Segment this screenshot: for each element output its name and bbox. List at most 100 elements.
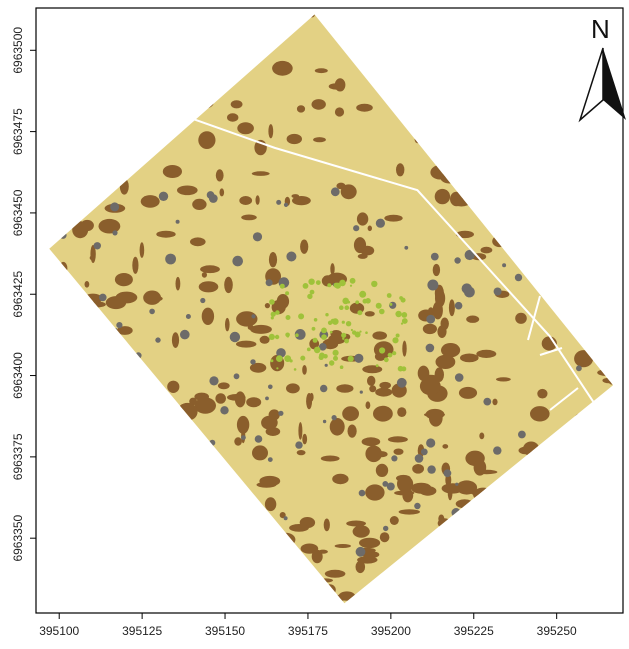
dark-patch: [441, 545, 457, 562]
dark-patch: [425, 20, 442, 31]
gray-patch: [73, 566, 82, 575]
dark-patch: [530, 406, 550, 422]
dark-patch: [87, 597, 100, 603]
gray-patch: [251, 314, 256, 319]
dark-patch: [334, 544, 351, 548]
dark-patch: [131, 515, 147, 528]
dark-patch: [353, 237, 367, 254]
dark-patch: [286, 383, 300, 394]
dark-patch: [548, 499, 561, 504]
vegetation-patch: [339, 305, 344, 311]
dark-patch: [403, 562, 420, 570]
vegetation-patch: [350, 328, 353, 332]
dark-patch: [298, 592, 315, 604]
gray-patch: [359, 390, 363, 394]
dark-patch: [334, 107, 345, 117]
gray-patch: [426, 314, 436, 324]
dark-patch: [298, 422, 303, 440]
vegetation-patch: [342, 297, 350, 305]
dark-patch: [300, 543, 319, 554]
gray-patch: [231, 550, 236, 555]
dark-patch: [149, 89, 166, 97]
dark-patch: [419, 486, 437, 496]
dark-patch: [362, 551, 380, 559]
y-tick-label: 6963450: [11, 189, 25, 236]
dark-patch: [313, 137, 326, 143]
path-branch: [527, 295, 541, 341]
dark-patch: [476, 349, 497, 358]
gray-patch: [483, 397, 492, 406]
dark-patch: [155, 14, 161, 28]
gray-patch: [185, 443, 193, 452]
dark-patch: [247, 325, 254, 330]
gray-patch: [79, 382, 85, 388]
gray-patch: [134, 504, 140, 509]
gray-patch: [595, 188, 605, 198]
gray-patch: [502, 263, 507, 268]
dark-patch: [374, 352, 386, 361]
dark-patch: [557, 479, 574, 492]
dark-patch: [357, 556, 378, 564]
dark-patch: [418, 19, 433, 32]
dark-patch: [497, 113, 511, 125]
gray-patch: [427, 465, 436, 474]
dark-patch: [407, 556, 412, 569]
dark-patch: [525, 101, 536, 111]
gray-patch: [158, 191, 169, 201]
gray-patch: [241, 435, 246, 440]
dark-patch: [430, 165, 449, 180]
gray-patch: [293, 575, 297, 578]
gray-patch: [426, 438, 436, 448]
dark-patch: [74, 468, 82, 484]
dark-patch: [535, 575, 544, 580]
gray-patch: [200, 297, 206, 304]
dark-patch: [146, 295, 163, 302]
gray-patch: [180, 329, 190, 340]
gray-patch: [209, 439, 216, 446]
dark-patch: [176, 496, 189, 511]
dark-patch: [192, 198, 207, 210]
dark-patch: [369, 385, 377, 393]
dark-patch: [162, 165, 182, 178]
dark-patch: [484, 503, 495, 516]
dark-patch: [175, 276, 181, 291]
dark-patch: [219, 573, 241, 584]
dark-patch: [259, 335, 270, 344]
gray-patch: [168, 584, 178, 593]
dark-patch: [365, 484, 385, 501]
dark-patch: [311, 549, 323, 564]
gray-patch: [280, 544, 286, 549]
y-axis: 6963350 6963375 6963400 6963425 6963450 69634…: [11, 27, 36, 562]
dark-patch: [49, 549, 54, 564]
gray-patch: [464, 249, 475, 261]
dark-patch: [236, 311, 258, 327]
gray-patch: [454, 301, 463, 310]
dark-patch: [236, 415, 250, 434]
dark-patch: [512, 37, 521, 42]
dark-patch: [268, 409, 280, 421]
vegetation-patch: [339, 365, 344, 370]
dark-patch: [193, 568, 208, 585]
dark-patch: [143, 514, 163, 530]
dark-patch: [99, 488, 115, 498]
dark-patch: [558, 108, 569, 126]
vegetation-patch: [285, 315, 291, 320]
dark-patch: [197, 586, 202, 592]
dark-patch: [397, 407, 407, 417]
vegetation-patch: [354, 331, 361, 338]
gray-patch: [420, 448, 428, 456]
dark-patch: [519, 218, 527, 227]
dark-patch: [91, 450, 99, 456]
dark-patch: [476, 573, 492, 589]
dark-patch: [479, 497, 499, 507]
dark-patch: [177, 185, 198, 196]
dark-patch: [402, 340, 407, 357]
dark-patch: [496, 377, 511, 382]
gray-patch: [383, 525, 389, 532]
gray-patch: [550, 282, 561, 293]
x-tick-label: 395175: [288, 624, 328, 638]
dark-patch: [448, 299, 455, 317]
dark-patch: [432, 263, 441, 277]
dark-patch: [222, 516, 242, 530]
vegetation-patch: [395, 310, 402, 318]
